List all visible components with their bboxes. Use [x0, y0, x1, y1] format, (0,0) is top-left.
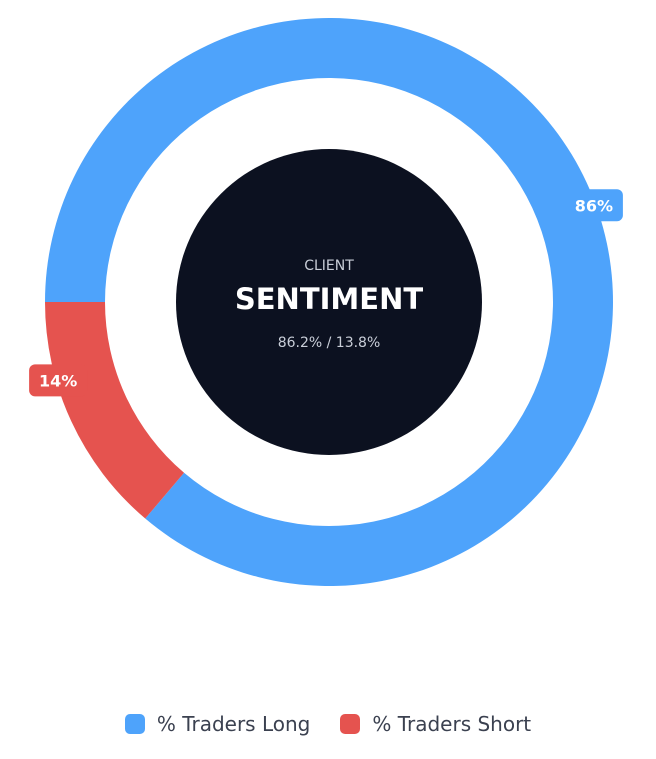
legend-label-long: % Traders Long: [156, 712, 311, 736]
data-label-text-1: 14%: [39, 371, 77, 390]
data-label-bg-1: [29, 364, 88, 397]
center-ratio: 86.2% / 13.8%: [278, 335, 381, 351]
donut-chart: CLIENT SENTIMENT 86.2% / 13.8% 86% 14%: [29, 18, 623, 587]
legend: % Traders Long % Traders Short: [0, 712, 656, 736]
data-labels: 86% 14%: [29, 189, 623, 397]
donut-arcs: [45, 18, 613, 587]
legend-swatch-short: [340, 714, 361, 734]
center-disc: [176, 149, 482, 455]
donut-slice-1[interactable]: [45, 302, 185, 519]
data-label-1: 14%: [29, 364, 88, 397]
data-label-text-0: 86%: [575, 196, 613, 215]
legend-item-short[interactable]: % Traders Short: [340, 712, 531, 736]
data-label-bg-0: [564, 189, 623, 222]
center-title: SENTIMENT: [235, 282, 423, 316]
data-label-0: 86%: [564, 189, 623, 222]
legend-swatch-long: [124, 714, 145, 734]
legend-label-short: % Traders Short: [372, 712, 532, 736]
center-subtitle: CLIENT: [304, 258, 354, 274]
legend-item-long[interactable]: % Traders Long: [124, 712, 311, 736]
